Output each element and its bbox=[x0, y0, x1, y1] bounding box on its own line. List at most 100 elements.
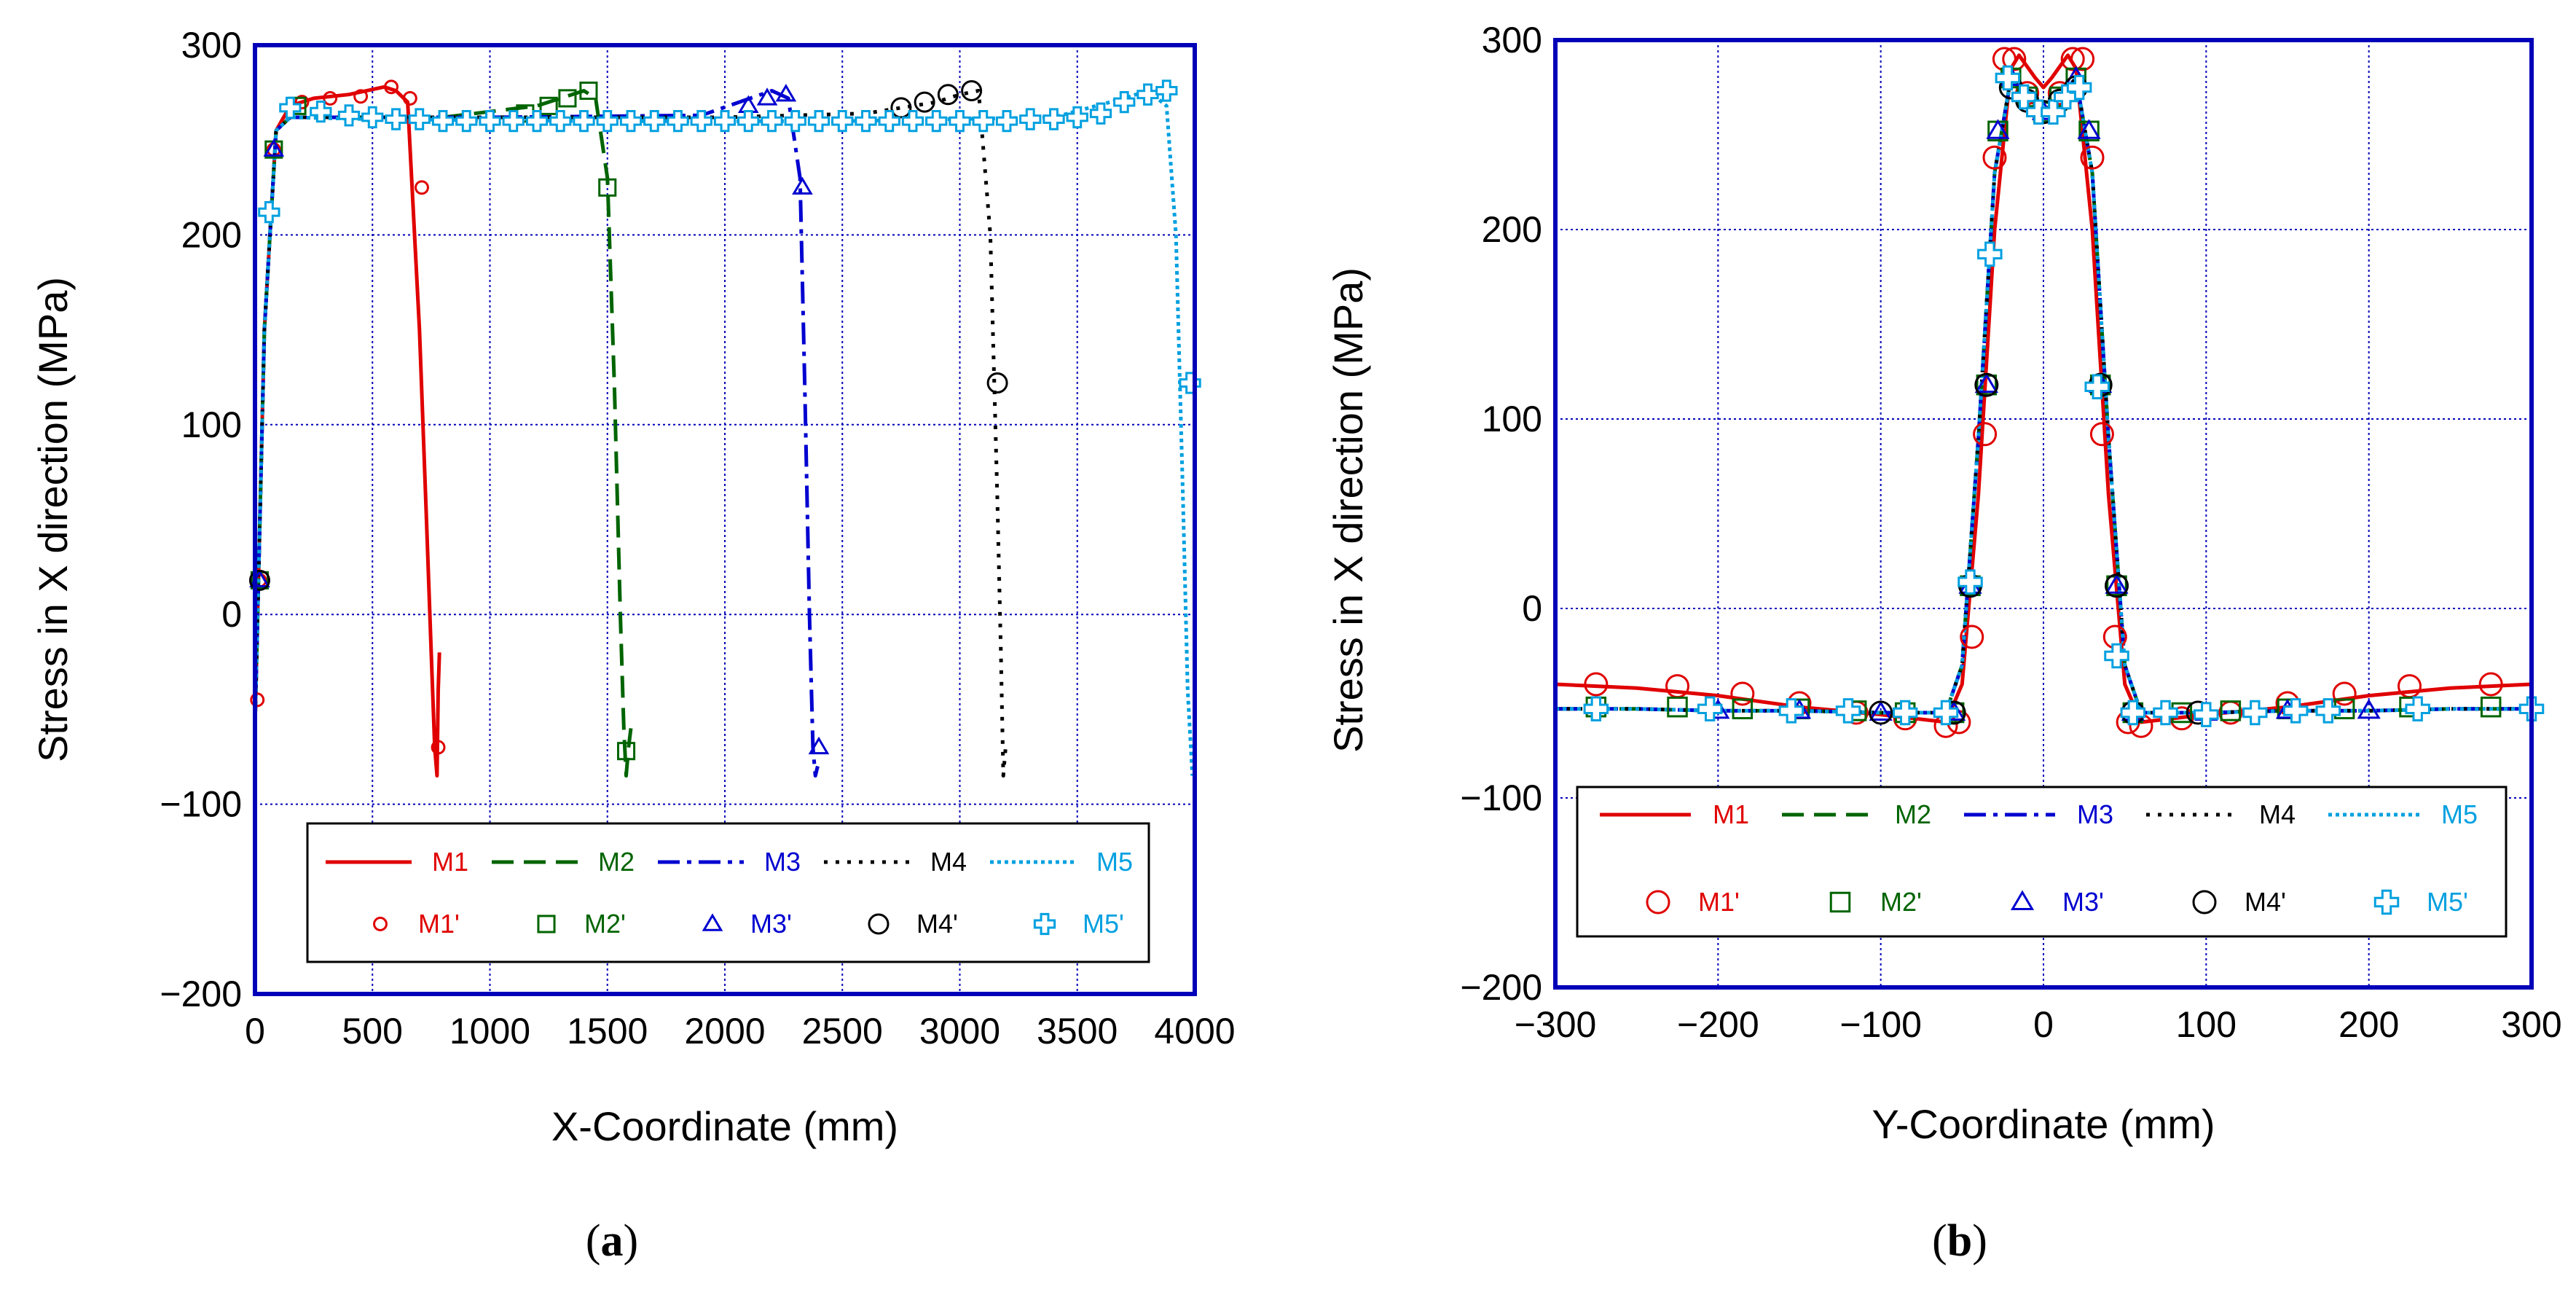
data-point-m5-prime bbox=[1957, 569, 1983, 595]
data-point-m5-prime bbox=[310, 100, 332, 123]
legend-label-m4-prime: M4' bbox=[916, 909, 958, 939]
data-point-m5-prime bbox=[361, 106, 384, 129]
data-point-m1-prime bbox=[2478, 672, 2503, 697]
data-point-m2-prime bbox=[539, 96, 558, 115]
legend-marker-m3-prime bbox=[702, 913, 723, 931]
series-line-m4 bbox=[1555, 76, 2532, 715]
data-point-m5-prime bbox=[2194, 702, 2219, 727]
data-point-m5-prime bbox=[1778, 698, 1805, 724]
data-point-m5-prime bbox=[831, 110, 854, 133]
data-point-m5-prime bbox=[2084, 374, 2110, 400]
data-point-m1-prime bbox=[2089, 422, 2114, 447]
chart-b-series-markers bbox=[1583, 47, 2545, 738]
data-point-m5-prime bbox=[1019, 108, 1042, 130]
data-point-m2-prime bbox=[558, 89, 577, 108]
chart-a-legend-box bbox=[306, 822, 1150, 963]
legend-marker-m3-prime bbox=[2010, 890, 2035, 910]
legend-label-m1: M1 bbox=[432, 847, 468, 877]
x-tick-label: 2000 bbox=[684, 1011, 765, 1052]
data-point-m1-prime bbox=[384, 79, 398, 95]
data-point-m3-prime bbox=[756, 87, 778, 106]
data-point-m5-prime bbox=[337, 104, 361, 127]
data-point-m5-prime bbox=[713, 110, 737, 133]
legend-label-m5-prime: M5' bbox=[2427, 887, 2468, 917]
data-point-m5-prime bbox=[855, 110, 877, 133]
data-point-m5-prime bbox=[784, 110, 806, 133]
y-tick-label: −100 bbox=[1460, 778, 1542, 818]
data-point-m1-prime bbox=[2169, 706, 2194, 731]
data-point-m3-prime bbox=[775, 84, 797, 102]
data-point-m4-prime bbox=[1974, 372, 1999, 397]
legend-marker-m1-prime bbox=[1646, 890, 1670, 915]
legend-label-m2-prime: M2' bbox=[1880, 887, 1922, 917]
data-point-m5-prime bbox=[1697, 696, 1723, 722]
data-point-m5-prime bbox=[643, 110, 666, 133]
legend-label-m3-prime: M3' bbox=[750, 909, 792, 939]
data-point-m5-prime bbox=[1892, 700, 1918, 726]
data-point-m1-prime bbox=[294, 95, 310, 110]
legend-marker-m2-prime bbox=[1829, 891, 1851, 913]
data-point-m5-prime bbox=[995, 110, 1018, 133]
data-point-m3-prime bbox=[1974, 372, 1998, 394]
data-point-m2-prime bbox=[598, 178, 617, 197]
data-point-m3-prime bbox=[792, 176, 813, 195]
data-point-m5-prime bbox=[2066, 74, 2092, 101]
legend-label-m4: M4 bbox=[930, 847, 967, 877]
data-point-m5-prime bbox=[479, 110, 501, 133]
data-point-m5-prime bbox=[258, 201, 280, 224]
data-point-m5-prime bbox=[2120, 700, 2146, 726]
data-point-m5-prime bbox=[455, 110, 478, 133]
data-point-m5-prime bbox=[431, 110, 455, 133]
data-point-m5-prime bbox=[737, 110, 760, 133]
x-tick-label: −200 bbox=[1677, 1004, 1759, 1045]
data-point-m5-prime bbox=[761, 110, 783, 133]
data-point-m5-prime bbox=[525, 110, 549, 133]
legend-marker-m5-prime bbox=[2373, 889, 2400, 915]
legend-marker-m4-prime bbox=[2192, 890, 2217, 915]
data-point-m5-prime bbox=[1835, 698, 1861, 724]
legend-marker-m1-prime bbox=[373, 917, 388, 931]
data-point-m1-prime bbox=[2080, 145, 2105, 170]
data-point-m3-prime bbox=[808, 736, 830, 755]
chart-a-frame bbox=[253, 43, 1197, 996]
data-point-m5-prime bbox=[619, 110, 643, 133]
data-point-m5-prime bbox=[1977, 241, 2003, 267]
data-point-m1-prime bbox=[2070, 47, 2095, 71]
chart-b: −300 −200 −100 0 100 200 300−200−1000100200300… bbox=[1325, 20, 2562, 1266]
data-point-m5-prime bbox=[408, 108, 431, 130]
series-line-m2 bbox=[253, 89, 633, 778]
y-tick-label: 0 bbox=[221, 594, 242, 635]
legend-marker-m4-prime bbox=[868, 913, 890, 935]
legend-label-m3: M3 bbox=[764, 847, 801, 877]
data-point-m2-prime bbox=[2220, 700, 2242, 721]
x-tick-label: 1000 bbox=[449, 1011, 530, 1052]
y-tick-label: −100 bbox=[160, 784, 242, 825]
x-tick-label: 500 bbox=[342, 1011, 403, 1052]
legend-marker-m2-prime bbox=[537, 915, 556, 933]
series-line-m3 bbox=[253, 89, 820, 778]
legend-label-m5: M5 bbox=[2441, 799, 2478, 829]
data-point-m3-prime bbox=[1869, 700, 1893, 721]
y-tick-label: −200 bbox=[1460, 967, 1542, 1008]
data-point-m3-prime bbox=[2357, 698, 2381, 719]
chart-a-series-lines bbox=[253, 85, 1195, 778]
data-point-m1-prime bbox=[431, 740, 446, 755]
data-point-m4-prime bbox=[248, 569, 270, 591]
x-tick-label: 0 bbox=[245, 1011, 265, 1052]
x-tick-label: 200 bbox=[2339, 1004, 2399, 1045]
y-tick-label: 300 bbox=[1482, 20, 1542, 60]
data-point-m1-prime bbox=[415, 180, 429, 195]
legend-marker-m5-prime bbox=[1033, 912, 1056, 936]
legend-label-m5: M5 bbox=[1096, 847, 1133, 877]
data-point-m1-prime bbox=[250, 692, 265, 708]
data-point-m5-prime bbox=[1113, 90, 1136, 114]
data-point-m4-prime bbox=[890, 97, 912, 119]
data-point-m5-prime bbox=[385, 108, 407, 130]
data-point-m3-prime bbox=[2077, 119, 2101, 139]
data-point-m5-prime bbox=[1155, 79, 1178, 102]
chart-a-x-axis-title: X-Coordinate (mm) bbox=[551, 1103, 898, 1149]
series-line-m5 bbox=[253, 89, 1195, 776]
data-point-m5-prime bbox=[2282, 698, 2309, 724]
data-point-m5-prime bbox=[807, 110, 830, 133]
